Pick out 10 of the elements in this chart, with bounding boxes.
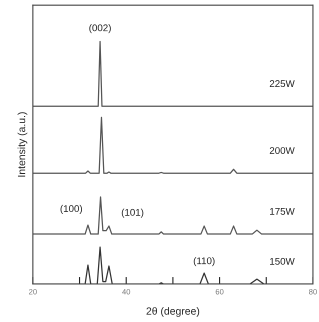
series-label: 225W bbox=[270, 80, 295, 88]
annotation: (002) bbox=[89, 24, 111, 34]
series-label: 175W bbox=[270, 208, 295, 215]
annotation: (110) bbox=[194, 257, 215, 266]
series-label: 200W bbox=[270, 147, 295, 154]
annotation: (101) bbox=[122, 208, 144, 218]
annotation: (100) bbox=[60, 204, 82, 214]
y-axis-title: Intensity (a.u.) bbox=[18, 112, 28, 177]
series-label: 150W bbox=[270, 258, 295, 265]
x-axis-title: 2θ (degree) bbox=[146, 307, 200, 317]
